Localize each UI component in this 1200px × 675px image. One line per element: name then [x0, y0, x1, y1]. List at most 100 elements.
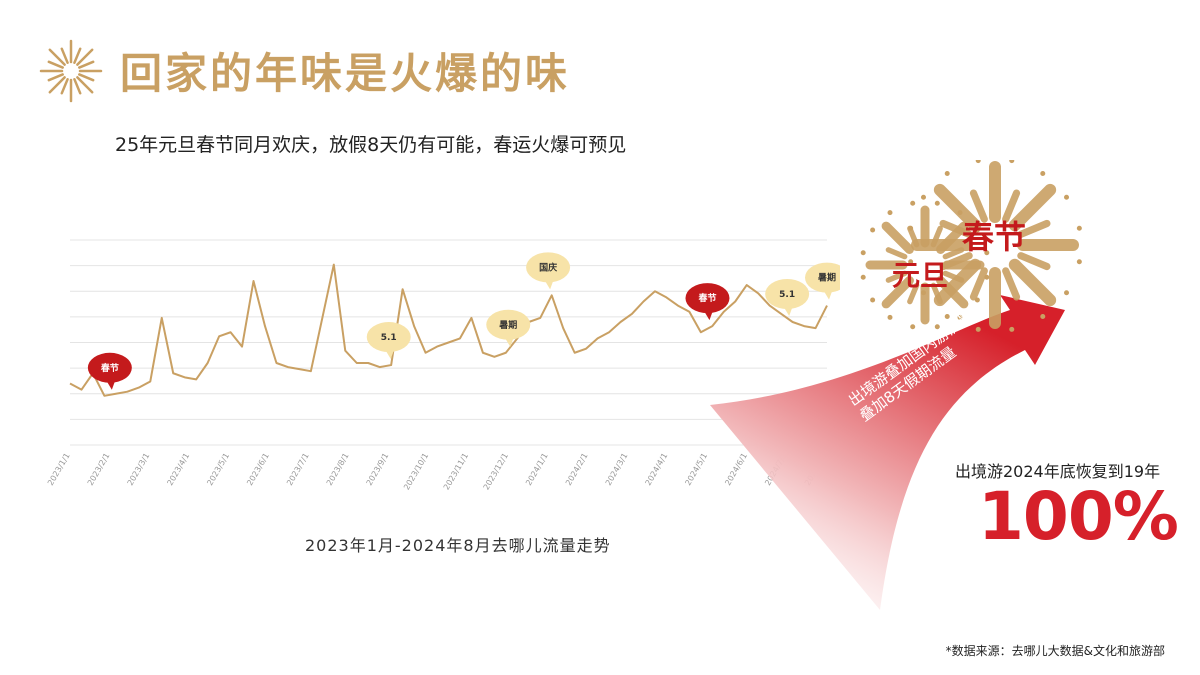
- chart-caption: 2023年1月-2024年8月去哪儿流量走势: [305, 536, 611, 555]
- badge-right-label: 春节: [962, 218, 1026, 256]
- x-tick-label: 2024/1/1: [524, 451, 550, 487]
- firework-ray: [76, 76, 94, 94]
- burst-dot: [910, 324, 916, 330]
- x-tick-label: 2024/3/1: [604, 452, 630, 488]
- burst-dot: [975, 326, 981, 332]
- holiday-bubble: 春节: [685, 283, 730, 321]
- burst-dot: [1040, 314, 1046, 320]
- firework-ray: [78, 73, 95, 82]
- holiday-bubble: 暑期: [805, 262, 840, 300]
- burst-ray: [1002, 267, 1021, 301]
- burst-ray: [907, 282, 920, 305]
- x-tick-label: 2023/9/1: [365, 452, 391, 488]
- burst-dot: [1009, 160, 1015, 164]
- burst-ray: [930, 225, 943, 248]
- burst-dot: [957, 314, 963, 320]
- holiday-bubble-label: 暑期: [498, 319, 517, 331]
- x-tick-label: 2023/10/1: [402, 452, 430, 492]
- firework-ray: [76, 48, 94, 66]
- burst-dot: [1064, 194, 1070, 200]
- burst-dot: [974, 297, 980, 303]
- burst-ray: [1008, 183, 1057, 232]
- burst-ray: [942, 247, 965, 260]
- burst-ray: [1017, 252, 1051, 271]
- x-tick-label: 2024/4/1: [644, 452, 670, 488]
- firework-ray: [73, 47, 82, 64]
- burst-ray: [885, 247, 908, 260]
- x-tick-label: 2023/7/1: [285, 452, 311, 488]
- firework-ray: [73, 78, 82, 95]
- page-subtitle: 25年元旦春节同月欢庆，放假8天仍有可能，春运火爆可预见: [115, 134, 627, 156]
- burst-dot: [974, 227, 980, 233]
- burst-ray: [907, 225, 920, 248]
- firework-ray: [60, 78, 69, 95]
- burst-dot: [975, 160, 981, 164]
- burst-ray: [933, 258, 982, 307]
- burst-ray: [881, 276, 914, 309]
- x-tick-label: 2024/2/1: [564, 452, 590, 488]
- burst-dot: [984, 250, 990, 256]
- badge-left-label: 元旦: [892, 259, 948, 292]
- x-tick-label: 2023/3/1: [126, 452, 152, 488]
- burst-dot: [887, 210, 893, 216]
- burst-dot: [944, 170, 950, 176]
- firework-ray: [48, 48, 66, 66]
- firework-ray: [78, 60, 95, 69]
- burst-ray: [942, 270, 965, 283]
- burst-dot: [870, 227, 876, 233]
- burst-ray: [930, 282, 943, 305]
- burst-dot: [944, 314, 950, 320]
- x-tick-label: 2023/1/1: [46, 452, 72, 488]
- burst-ray: [881, 221, 914, 254]
- x-tick-label: 2023/6/1: [245, 452, 271, 488]
- holiday-bubble-label: 5.1: [381, 333, 397, 343]
- traffic-series-line: [69, 263, 828, 397]
- x-tick-label: 2023/12/1: [482, 452, 510, 492]
- burst-ray: [933, 183, 982, 232]
- data-source-note: *数据来源：去哪儿大数据&文化和旅游部: [945, 644, 1165, 658]
- burst-dot: [908, 259, 914, 265]
- recovery-value: 100%: [978, 478, 1179, 555]
- burst-ray: [1002, 189, 1021, 223]
- burst-ray: [885, 270, 908, 283]
- x-tick-label: 2023/8/1: [325, 452, 351, 488]
- burst-dot: [860, 250, 866, 256]
- burst-dot: [1040, 170, 1046, 176]
- burst-dot: [910, 200, 916, 206]
- x-tick-label: 2023/2/1: [86, 452, 112, 488]
- burst-dot: [920, 194, 926, 200]
- firework-ray: [47, 60, 64, 69]
- x-tick-label: 2023/11/1: [442, 452, 470, 492]
- recovery-label: 出境游2024年底恢复到19年: [955, 462, 1161, 481]
- firework-ray: [47, 73, 64, 82]
- burst-dot: [934, 324, 940, 330]
- burst-dot: [870, 297, 876, 303]
- burst-dot: [984, 274, 990, 280]
- burst-ray: [936, 276, 969, 309]
- page-title: 回家的年味是火爆的味: [120, 49, 571, 98]
- firework-ray: [48, 76, 66, 94]
- holiday-bubble-label: 国庆: [539, 261, 557, 273]
- burst-ray: [969, 267, 988, 301]
- holiday-bubble: 暑期: [486, 309, 531, 347]
- burst-ray: [1008, 258, 1057, 307]
- burst-ray: [936, 221, 969, 254]
- burst-dot: [934, 200, 940, 206]
- holiday-bubble-label: 暑期: [817, 272, 836, 284]
- burst-dot: [1009, 326, 1015, 332]
- burst-dot: [957, 210, 963, 216]
- x-tick-label: 2023/5/1: [205, 452, 231, 488]
- burst-dot: [1064, 290, 1070, 296]
- holiday-bubble-label: 春节: [100, 362, 119, 374]
- firework-icon: [39, 39, 103, 103]
- recovery-graphic: 春节 元旦: [710, 160, 1082, 610]
- burst-dot: [887, 314, 893, 320]
- holiday-bubble-label: 春节: [697, 292, 716, 304]
- burst-dot: [860, 274, 866, 280]
- holiday-bubble: 5.1: [765, 279, 810, 316]
- burst-dot: [1076, 259, 1082, 265]
- holiday-bubble: 春节: [87, 352, 132, 390]
- x-tick-label: 2023/4/1: [165, 452, 191, 488]
- burst-dot: [1076, 225, 1082, 231]
